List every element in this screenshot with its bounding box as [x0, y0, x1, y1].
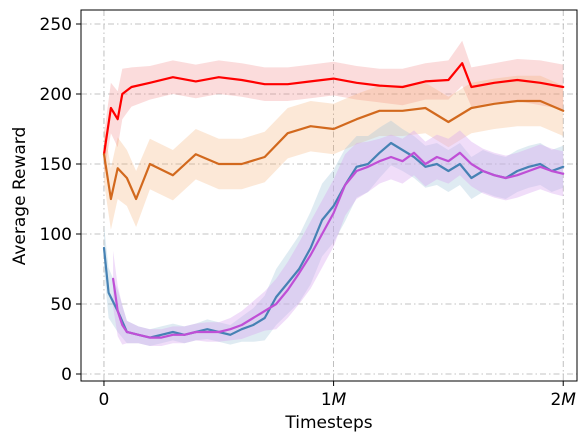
- x-tick-label-number: 0: [99, 390, 110, 410]
- y-tick-label: 0: [61, 365, 72, 385]
- series-4-line: [111, 151, 565, 339]
- y-tick-label: 250: [40, 15, 72, 35]
- series-4-band: [113, 130, 564, 346]
- series-2-line: [102, 99, 565, 201]
- confidence-bands: [104, 40, 564, 346]
- series-lines: [102, 62, 565, 339]
- grid-lines: [81, 10, 577, 381]
- x-tick-label-number: 1: [321, 390, 332, 410]
- x-tick-label: 1M: [321, 390, 347, 410]
- x-tick-label-unit: M: [332, 390, 347, 410]
- y-tick-label: 100: [40, 225, 72, 245]
- series-3-band: [104, 120, 564, 346]
- x-tick-labels: 0 1M 2M: [99, 390, 577, 410]
- series-1-line: [102, 62, 565, 156]
- x-tick-label: 0: [99, 390, 110, 410]
- x-axis-title: Timesteps: [284, 413, 372, 433]
- plot-background: [81, 10, 577, 381]
- y-axis-title: Average Reward: [10, 127, 30, 266]
- series-2-band: [104, 75, 564, 230]
- axis-ticks: [76, 23, 564, 386]
- y-tick-label: 50: [50, 295, 72, 315]
- x-tick-label: 2M: [550, 390, 576, 410]
- y-tick-label: 150: [40, 155, 72, 175]
- series-1-band: [104, 40, 564, 174]
- plot-frame: [80, 9, 578, 382]
- x-tick-label-unit: M: [561, 390, 576, 410]
- y-tick-labels: 0 50 100 150 200 250: [40, 15, 72, 385]
- y-tick-label: 200: [40, 85, 72, 105]
- x-tick-label-number: 2: [550, 390, 561, 410]
